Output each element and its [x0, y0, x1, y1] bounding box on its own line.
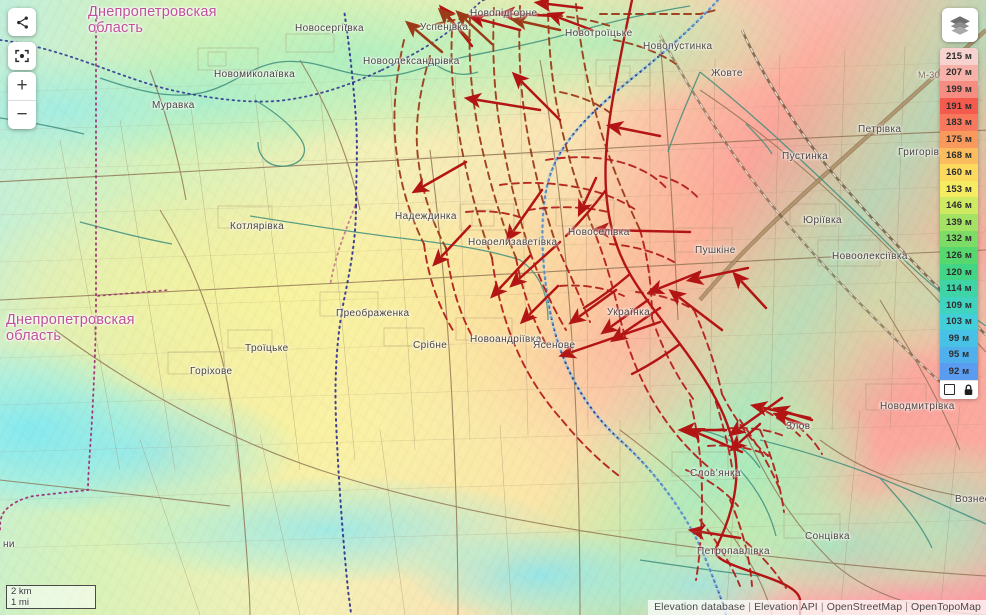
legend-row-label: 139 м: [945, 216, 973, 228]
legend-row-92[interactable]: 92 м: [940, 363, 978, 380]
dashed-position-lines-central: [423, 156, 701, 421]
zoom-control-group[interactable]: + −: [8, 72, 36, 129]
river-network: [0, 5, 986, 577]
field-parcel-grid: [0, 45, 986, 615]
legend-row-109[interactable]: 109 м: [940, 296, 978, 314]
zoom-in-button[interactable]: +: [8, 72, 36, 101]
admin-boundary-magenta: [0, 7, 356, 531]
attribution-link[interactable]: Elevation API: [754, 601, 818, 613]
attribution-separator: |: [902, 601, 912, 613]
attribution-bar[interactable]: Elevation database | Elevation API | Ope…: [648, 599, 986, 615]
lock-icon[interactable]: [963, 384, 974, 396]
settlement-blocks: [167, 33, 927, 557]
share-button[interactable]: [8, 8, 36, 36]
railway-line: [658, 29, 986, 383]
scale-bar: 2 km 1 mi: [6, 585, 96, 609]
attribution-link[interactable]: Elevation database: [654, 601, 746, 613]
dashed-position-lines-north: [393, 1, 717, 259]
advance-arrows-south: [677, 396, 814, 541]
legend-row-199[interactable]: 199 м: [940, 81, 978, 98]
attribution-link[interactable]: OpenTopoMap: [911, 601, 981, 613]
attribution-separator: |: [745, 601, 755, 613]
legend-row-215[interactable]: 215 м: [940, 48, 978, 65]
legend-row-191[interactable]: 191 м: [940, 97, 978, 115]
legend-row-label: 120 м: [945, 266, 973, 278]
legend-footer[interactable]: [940, 379, 978, 399]
legend-row-183[interactable]: 183 м: [940, 114, 978, 131]
legend-row-label: 109 м: [945, 299, 973, 311]
share-icon: [16, 15, 28, 29]
legend-row-label: 160 м: [945, 166, 973, 178]
locate-button[interactable]: [8, 42, 36, 70]
legend-row-120[interactable]: 120 м: [940, 263, 978, 281]
legend-row-label: 175 м: [945, 133, 973, 145]
legend-row-label: 95 м: [948, 349, 970, 361]
legend-row-207[interactable]: 207 м: [940, 64, 978, 82]
attribution-link[interactable]: OpenStreetMap: [826, 601, 903, 613]
legend-row-175[interactable]: 175 м: [940, 130, 978, 148]
secondary-roads: [0, 39, 986, 615]
layers-button[interactable]: [942, 8, 978, 42]
legend-row-146[interactable]: 146 м: [940, 197, 978, 214]
legend-row-160[interactable]: 160 м: [940, 164, 978, 181]
legend-row-label: 215 м: [945, 50, 973, 62]
legend-row-label: 168 м: [945, 150, 973, 162]
legend-row-126[interactable]: 126 м: [940, 247, 978, 264]
elevation-legend[interactable]: 215 м 207 м 199 м 191 м 183 м 175 м 168 м 160 м…: [940, 48, 978, 399]
legend-row-label: 153 м: [945, 183, 973, 195]
attribution-separator: |: [817, 601, 827, 613]
scale-metric: 2 km: [6, 585, 96, 597]
legend-row-label: 146 м: [945, 200, 973, 212]
advance-arrows-central: [432, 176, 768, 359]
legend-row-label: 199 м: [945, 83, 973, 95]
legend-row-label: 207 м: [945, 67, 973, 79]
legend-row-label: 126 м: [945, 249, 973, 261]
layers-icon: [950, 16, 970, 35]
legend-row-132[interactable]: 132 м: [940, 230, 978, 248]
legend-row-label: 103 м: [945, 316, 973, 328]
dashed-position-lines-south: [561, 309, 823, 589]
legend-row-114[interactable]: 114 м: [940, 280, 978, 297]
legend-row-label: 92 м: [948, 366, 970, 378]
legend-row-153[interactable]: 153 м: [940, 180, 978, 198]
locate-icon: [15, 49, 29, 63]
legend-row-label: 191 м: [945, 100, 973, 112]
legend-row-103[interactable]: 103 м: [940, 313, 978, 331]
legend-lock-checkbox[interactable]: [944, 384, 955, 396]
legend-row-label: 183 м: [945, 117, 973, 129]
legend-row-99[interactable]: 99 м: [940, 330, 978, 347]
advance-arrows-dark-north: [404, 7, 562, 54]
legend-row-label: 132 м: [945, 233, 973, 245]
legend-row-label: 114 м: [946, 283, 972, 295]
zoom-out-button[interactable]: −: [16, 104, 28, 125]
legend-row-168[interactable]: 168 м: [940, 147, 978, 165]
legend-row-95[interactable]: 95 м: [940, 346, 978, 364]
legend-row-label: 99 м: [948, 332, 970, 344]
legend-row-139[interactable]: 139 м: [940, 213, 978, 231]
scale-imperial: 1 mi: [6, 597, 96, 609]
